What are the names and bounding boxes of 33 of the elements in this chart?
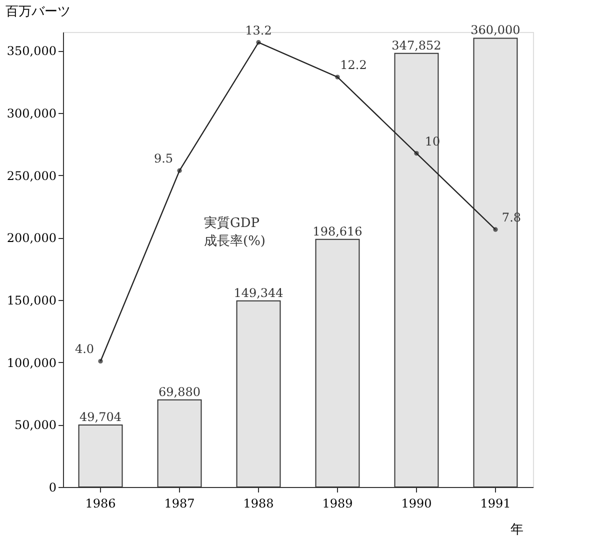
x-tick-label: 1989 [322,496,353,510]
text: 実質GDP 成長率(%) [204,215,266,250]
data-label: 4.0 [74,342,94,356]
y-tick-label: 100,000 [6,356,56,370]
y-tick-label: 350,000 [6,44,56,58]
data-label: 49,704 [80,410,122,424]
point [98,358,103,364]
point [177,168,182,173]
data-label: 12.2 [340,58,367,72]
data-label: 198,616 [312,224,362,238]
point [414,150,419,156]
y-tick-label: 200,000 [6,231,56,246]
point [335,74,340,80]
data-label: 360,000 [470,23,520,38]
data-label: 347,852 [392,38,442,52]
data-label: 149,344 [234,286,284,300]
x-tick-label: 1987 [164,496,195,510]
data-label: 9.5 [154,152,174,166]
y-tick-label: 250,000 [6,168,56,183]
y-tick-label: 50,000 [14,418,56,432]
x-tick-label: 1988 [243,496,274,510]
y-tick-label: 0 [48,480,56,494]
y-axis-title: 百万バーツ [6,4,70,20]
y-tick-label: 150,000 [6,294,56,308]
point [256,40,261,45]
data-label: 69,880 [158,384,201,399]
data-label: 13.2 [245,23,272,38]
x-tick-label: 1990 [401,496,432,510]
y-tick-label: 300,000 [6,106,56,121]
x-tick-label: 1986 [85,496,116,510]
point [493,227,498,232]
x-axis-title: 年 [510,522,524,538]
x-tick-label: 1991 [480,496,511,510]
